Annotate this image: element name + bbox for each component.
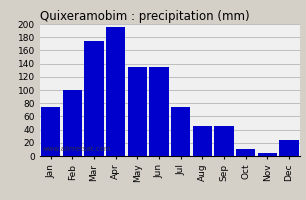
- Bar: [106, 27, 125, 156]
- Bar: [192, 126, 212, 156]
- Bar: [41, 106, 60, 156]
- Bar: [149, 67, 169, 156]
- Bar: [128, 67, 147, 156]
- Bar: [279, 140, 299, 156]
- Bar: [258, 153, 277, 156]
- Bar: [62, 90, 82, 156]
- Bar: [171, 106, 190, 156]
- Bar: [236, 149, 256, 156]
- Text: Quixeramobim : precipitation (mm): Quixeramobim : precipitation (mm): [40, 10, 249, 23]
- Bar: [214, 126, 234, 156]
- Text: www.allmetsat.com: www.allmetsat.com: [42, 146, 111, 152]
- Bar: [84, 40, 104, 156]
